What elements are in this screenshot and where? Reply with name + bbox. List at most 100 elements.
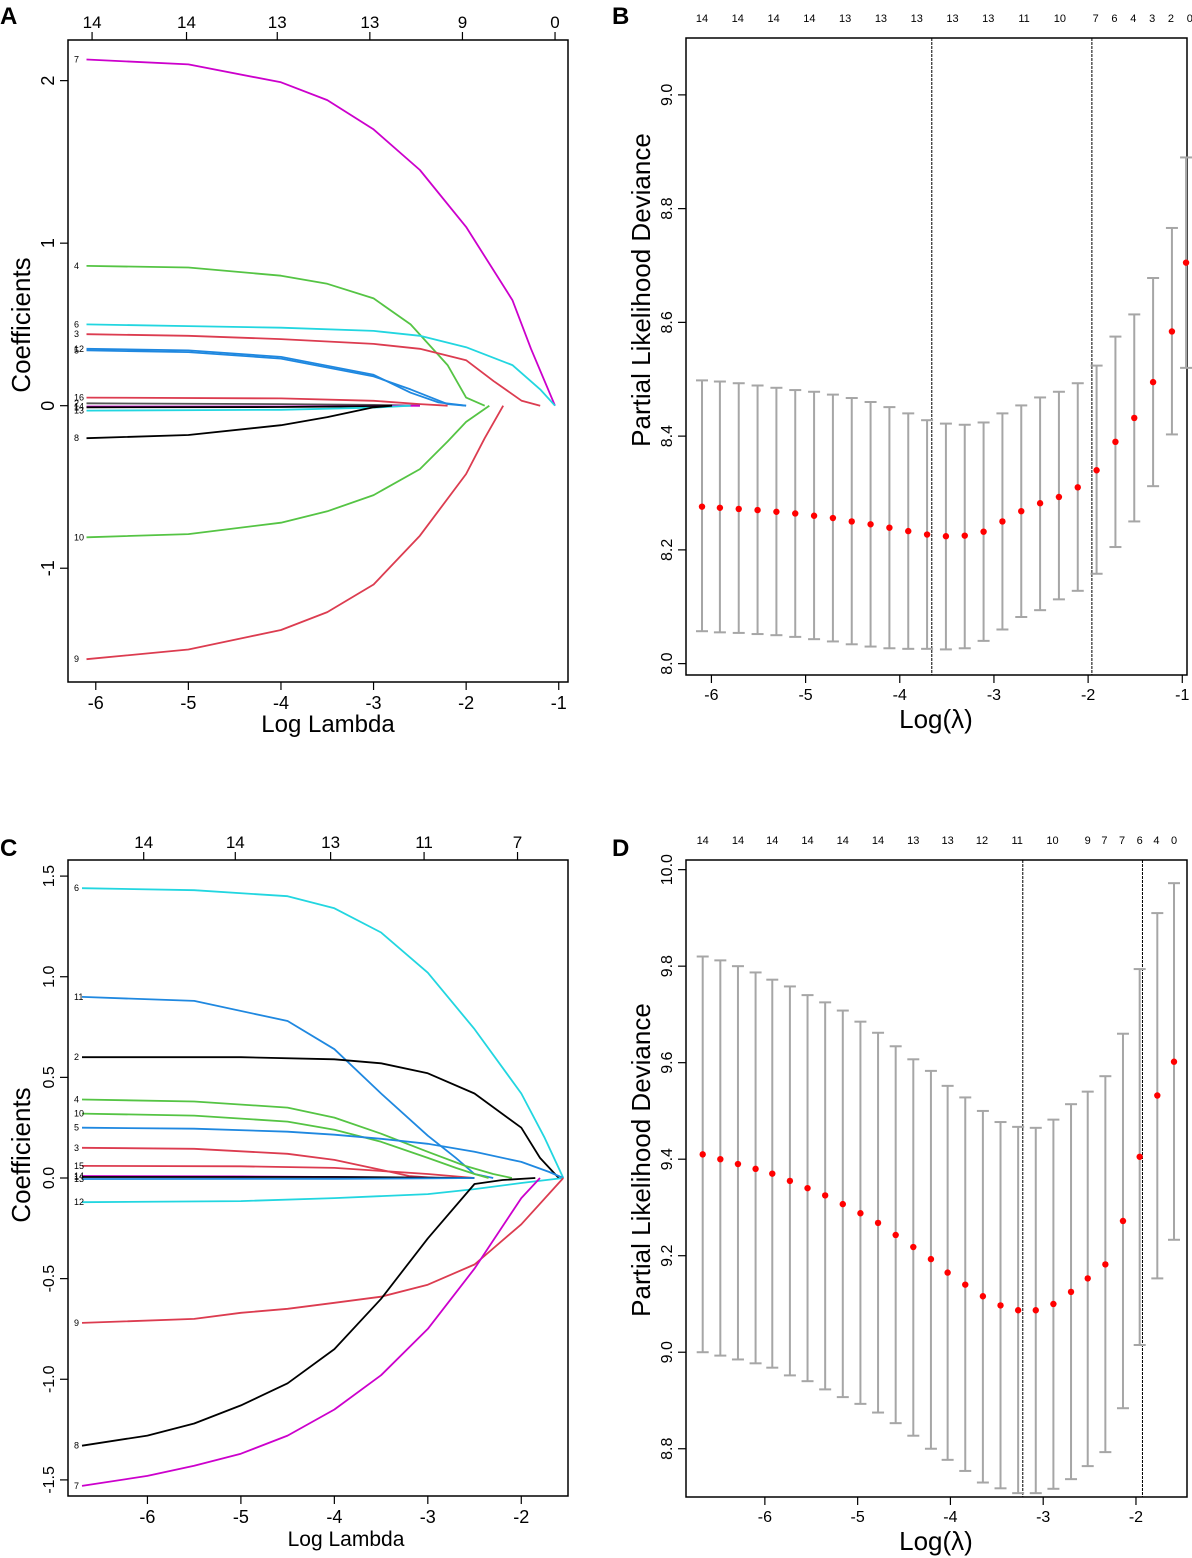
panel-b-point — [923, 531, 931, 538]
panel-b-point — [773, 508, 780, 515]
panel-a-series-label-7: 7 — [74, 55, 79, 65]
panel-a-series-label-10: 10 — [74, 532, 84, 542]
panel-b-y-tick-label: 8.6 — [659, 311, 676, 333]
panel-a-top-tick-label: 13 — [360, 13, 379, 32]
panel-b-top-tick-label: 13 — [875, 13, 887, 25]
panel-b-x-tick-label: -6 — [704, 687, 718, 704]
panel-d-top-tick-label: 14 — [697, 835, 709, 847]
panel-b-top-tick-label: 6 — [1111, 13, 1117, 25]
panel-b-point — [886, 524, 893, 531]
panel-label-c: C — [0, 835, 17, 862]
panel-d-point — [786, 1177, 794, 1185]
panel-b-x-label: Log(λ) — [899, 704, 973, 734]
panel-b-point — [829, 514, 837, 522]
panel-b-point — [698, 503, 706, 510]
panel-c-series-label-15: 15 — [74, 1161, 84, 1171]
panel-c-y-label: Coefficients — [6, 1087, 36, 1222]
panel-c-series-label-8: 8 — [74, 1441, 79, 1451]
panel-b-point — [1036, 500, 1044, 507]
panel-b: B -6 -5 -4 -3 -2 -1 8.08.28.48.68.89.0 14 14 14… — [612, 3, 1192, 734]
panel-d-y-axis: 8.8 9.0 9.2 9.4 9.6 9.8 10.0 — [659, 854, 686, 1460]
panel-a-y-tick-label: -1 — [38, 560, 58, 576]
panel-b-y-axis: 8.0 8.2 8.4 8.6 8.8 9.0 — [659, 84, 686, 675]
panel-c-series-label-6: 6 — [74, 883, 79, 893]
panel-c-y-tick-label: 0.0 — [41, 1167, 58, 1189]
panel-c-y-tick-label: -1.0 — [41, 1365, 58, 1393]
panel-d-point — [1084, 1275, 1091, 1282]
panel-d-point — [927, 1255, 935, 1263]
panel-c-series-label-10: 10 — [74, 1109, 84, 1119]
panel-a-series-line-16 — [86, 396, 448, 407]
panel-c-series-label-9: 9 — [74, 1318, 79, 1328]
panel-b-series — [696, 156, 1192, 651]
panel-b-point — [716, 504, 724, 511]
panel-d-point — [1136, 1153, 1143, 1160]
panel-b-top-tick-label: 0 — [1187, 13, 1192, 25]
panel-a-series-line-10 — [86, 404, 490, 539]
panel-c-series-label-7: 7 — [74, 1481, 79, 1491]
panel-c-x-tick-label: -4 — [326, 1507, 342, 1527]
panel-d-top-tick-label: 14 — [732, 835, 744, 847]
panel-a-series-label-14: 14 — [74, 402, 84, 412]
panel-a-series-label-9: 9 — [74, 654, 79, 664]
panel-b-point — [1182, 259, 1190, 266]
panel-d-y-tick-label: 9.4 — [659, 1148, 676, 1170]
panel-d-point — [821, 1192, 829, 1199]
panel-b-y-tick-label: 8.8 — [659, 197, 676, 219]
panel-c-x-tick-label: -5 — [233, 1507, 249, 1527]
panel-d-point — [699, 1151, 706, 1158]
panel-a-series-line-5 — [86, 349, 467, 407]
panel-a-y-axis: -1 0 1 2 — [38, 76, 68, 576]
panel-c-series-line-3 — [81, 1146, 438, 1179]
panel-d-x-tick-label: -5 — [851, 1509, 865, 1526]
panel-d-point — [997, 1302, 1004, 1309]
panel-b-point — [999, 518, 1006, 525]
panel-a-series-line-8 — [86, 404, 393, 440]
panel-b-top-tick-label: 13 — [982, 13, 994, 25]
panel-d-x-tick-label: -4 — [943, 1509, 957, 1526]
panel-d-top-tick-label: 6 — [1137, 835, 1143, 847]
panel-d-top-axis: 14 14 14 14 14 14 13 13 12 11 10 9 7 7 6 4 0 — [697, 835, 1177, 847]
panel-d-y-tick-label: 9.2 — [659, 1244, 676, 1266]
panel-d-series — [696, 882, 1181, 1495]
panel-c-y-axis: -1.5 -1.0 -0.5 0.0 0.5 1.0 1.5 — [41, 865, 68, 1494]
panel-a-series-line-12 — [86, 347, 467, 407]
panel-d-x-label: Log(λ) — [899, 1526, 973, 1556]
panel-d-y-tick-label: 10.0 — [659, 854, 676, 885]
panel-d-point — [874, 1219, 882, 1227]
panel-b-point — [961, 532, 968, 539]
panel-c-x-label: Log Lambda — [288, 1528, 405, 1551]
panel-b-point — [980, 528, 987, 535]
panel-c-top-tick-label: 13 — [321, 833, 340, 852]
panel-b-top-tick-label: 10 — [1054, 13, 1066, 25]
panel-d: D -6 -5 -4 -3 -2 8.8 9.0 9.2 9.4 9.6 9.8 10.0 14 14… — [612, 835, 1188, 1556]
panel-c-top-tick-label: 14 — [226, 833, 245, 852]
panel-c-top-tick-label: 14 — [134, 833, 153, 852]
panel-d-top-tick-label: 9 — [1085, 835, 1091, 847]
panel-b-x-tick-label: -5 — [798, 687, 812, 704]
panel-d-point — [892, 1231, 899, 1239]
panel-a-series-label-4: 4 — [74, 261, 79, 271]
panel-a-series-line-9 — [86, 405, 504, 661]
panel-d-top-tick-label: 7 — [1101, 835, 1107, 847]
panel-d-point — [1119, 1217, 1127, 1225]
panel-b-point — [1112, 438, 1119, 446]
panel-c-x-tick-label: -2 — [513, 1507, 529, 1527]
panel-c-series-line-7 — [81, 1177, 541, 1487]
panel-b-point — [1055, 493, 1063, 501]
panel-c-series-label-12: 12 — [74, 1197, 84, 1207]
panel-a-series-line-3 — [86, 333, 541, 407]
panel-a-series-label-3: 3 — [74, 329, 79, 339]
panel-a-y-label: Coefficients — [6, 257, 36, 392]
panel-c-y-tick-label: -1.5 — [41, 1466, 58, 1494]
panel-c-series-line-2 — [82, 1056, 560, 1179]
panel-c-top-tick-label: 7 — [513, 833, 522, 852]
panel-d-x-tick-label: -3 — [1036, 1509, 1050, 1526]
panel-a-series-label-12: 12 — [74, 344, 84, 354]
panel-b-top-tick-label: 2 — [1168, 13, 1174, 25]
panel-c-series-line-11 — [81, 996, 494, 1179]
panel-a-x-tick-label: -6 — [88, 693, 104, 713]
panel-b-x-axis: -6 -5 -4 -3 -2 -1 — [704, 675, 1190, 704]
